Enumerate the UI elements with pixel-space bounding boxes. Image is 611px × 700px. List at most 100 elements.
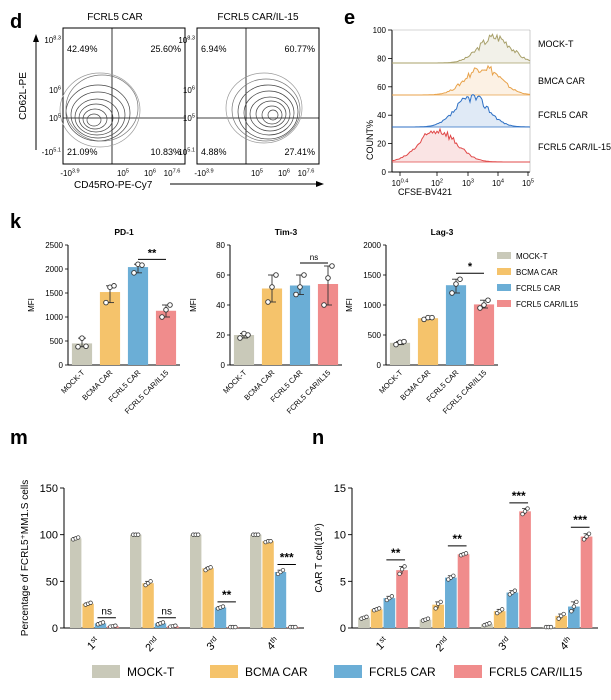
chart-tim3-xlabel: MOCK-T [221,368,249,396]
bar-m-mock-1 [70,538,82,628]
chart-m-ytick-label: 100 [40,530,58,542]
flow-plot-2-frame [196,27,320,165]
datapoint-lag3-fcrl5 [457,276,463,282]
sig-label-n: ** [391,546,401,560]
datapoint-tim3-mock [245,332,251,338]
hist-curve-mock-fill [392,34,530,63]
hist-x-tick-label: 104 [492,178,504,188]
flow-plot-2-q-ur: 60.77% [284,44,315,54]
hist-x-tick-label: 100.4 [392,178,409,188]
panel-letter-d: d [10,11,22,33]
hist-curves [391,33,531,163]
datapoint-m-mock [136,532,141,537]
datapoint-pd1-mock [75,344,81,350]
bar-tim3-fcrl5 [289,285,311,365]
chart-pd1-xlabel: MOCK-T [59,368,87,396]
bar-n-fcrl5-3 [506,592,519,628]
chart-pd1-ytick-label: 2000 [45,265,63,274]
datapoint-tim3-bcma [265,299,271,305]
hist-y-tick-label: 0 [382,168,387,177]
datapoint-m-mock [196,532,201,537]
chart-tim3-ytick-label: 20 [216,331,225,340]
flow-plot-1-contours [59,72,141,148]
datapoint-n-il15 [399,567,405,572]
chart-tim3-ytick-label: 60 [216,271,225,280]
bar-m-mock-4 [250,534,262,628]
datapoint-lag3-mock [401,338,407,345]
legend-k-label-mock: MOCK-T [516,252,548,261]
datapoint-n-fcrl5 [569,609,574,614]
bar-n-il15-2 [457,554,470,628]
legend-bottom-swatch-fcrl5 [334,665,362,678]
datapoint-lag3-il15 [481,302,487,308]
datapoint-tim3-fcrl5 [293,291,299,298]
panel-letter-k: k [10,211,22,233]
hist-curve-bcma [392,64,531,96]
datapoint-lag3-mock [393,341,399,348]
datapoint-pd1-il15 [159,314,165,320]
sig-label-n: ** [453,532,463,546]
hist-x-label: CFSE-BV421 [398,187,452,197]
flow-x-label: CD45RO-PE-Cy7 [74,180,153,191]
hist-label-fcrl5: FCRL5 CAR [538,110,589,120]
bar-lag3-bcma [417,318,439,365]
flow-plot-1-ytick: 106 [49,85,61,95]
histogram-panel: 0 20 40 60 80 100 100.4 102 103 104 105 MOCK-T BM… [365,26,611,197]
chart-pd1-ylabel: MFI [27,298,36,312]
bar-pd1-il15 [155,310,177,365]
bar-n-il15-4 [580,536,593,628]
bar-tim3-mock [233,335,255,365]
datapoint-n-mock [487,621,492,626]
datapoint-lag3-bcma [429,314,435,321]
bar-n-il15-1 [396,570,408,628]
chart-lag3-ytick-label: 500 [368,331,382,340]
datapoint-lag3-fcrl5 [453,281,459,287]
flow-plot-1-q-ul: 42.49% [67,44,98,54]
sig-label-m: ns [101,607,112,618]
datapoint-pd1-fcrl5 [139,262,145,268]
datapoint-lag3-il15 [477,305,483,311]
chart-pd1-ytick-label: 0 [59,361,64,370]
chart-tim3-ylabel: MFI [189,298,198,312]
legend-k: MOCK-T BCMA CAR FCRL5 CAR FCRL5 CAR/IL15 [497,252,579,309]
chart-m-ylabel: Percentage of FCRL5⁺MM1.S cells [20,480,31,636]
legend-k-swatch-mock [497,252,511,259]
datapoint-n-il15 [581,537,587,542]
flow-d-axis-ticks: -103.9 -103.9 105 105 106 106 107.6 107.6 -105.1… [42,35,315,178]
datapoint-tim3-bcma [269,284,275,290]
hist-y-label: COUNT% [365,120,375,160]
flow-plot-2: FCRL5 CAR/IL-15 6.94% 60.77% 4.88% 27.41… [196,12,320,165]
datapoint-m-bcma [268,539,273,544]
bar-n-fcrl5-1 [383,598,396,628]
hist-label-il15: FCRL5 CAR/IL-15 [538,142,611,152]
chart-lag3-ytick-label: 2000 [363,241,381,250]
datapoint-n-il15 [463,551,469,556]
sig-label-m: *** [280,551,294,565]
flow-plot-1-ytick: 105 [49,113,61,123]
flow-plot-2-xtick: -103.9 [194,168,213,178]
datapoint-m-fcrl5 [100,620,106,625]
chart-lag3-xlabel: MOCK-T [377,368,405,396]
legend-bottom-label-fcrl5: FCRL5 CAR [369,665,436,679]
hist-y-tick-label: 20 [377,140,386,149]
hist-x-ticks: 100.4 102 103 104 105 [392,172,534,188]
datapoint-n-mock [425,616,431,621]
chart-m-ytick-label: 150 [40,483,58,495]
legend-bottom-swatch-mock [92,665,120,678]
datapoint-m-fcrl5 [160,620,166,625]
chart-pd1-ytick-label: 1500 [45,289,63,298]
datapoint-n-il15 [584,534,589,539]
hist-curve-fcrl5-fill [392,94,530,127]
datapoint-n-il15 [522,509,528,514]
bar-n-fcrl5-2 [445,577,457,628]
chart-pd1-ytick-label: 2500 [45,241,63,250]
flow-plot-2-q-lr: 27.41% [284,147,315,157]
flow-plot-2-ytick: 106 [183,85,195,95]
datapoint-pd1-il15 [163,307,169,313]
chart-n-ytick-label: 0 [340,623,346,635]
datapoint-m-mock [76,535,81,540]
